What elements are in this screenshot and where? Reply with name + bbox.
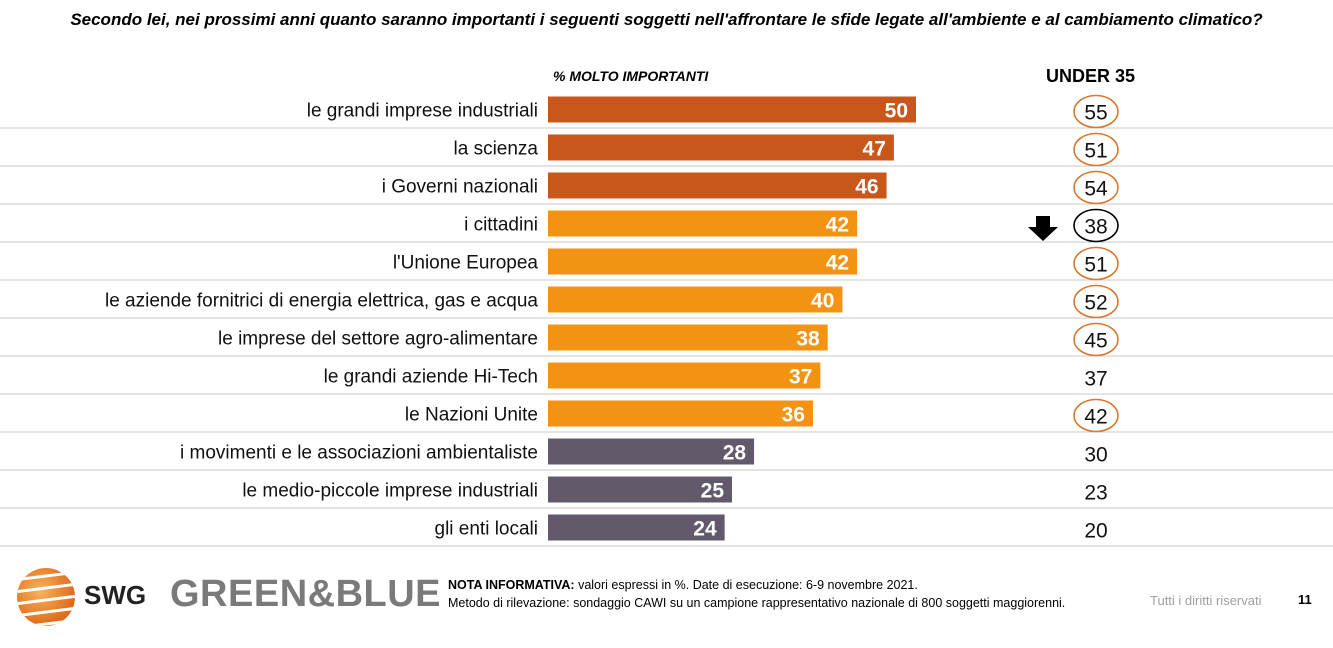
column-header: % MOLTO IMPORTANTI [553, 68, 709, 84]
bar-value-label: 42 [826, 252, 849, 275]
bar-value-label: 37 [789, 366, 812, 389]
bar [548, 210, 858, 237]
under35-value: 52 [1084, 292, 1107, 315]
swg-logo-text: SWG [84, 580, 147, 610]
under35-value: 51 [1084, 254, 1107, 277]
bar-value-label: 46 [855, 176, 878, 199]
bar-value-label: 38 [796, 328, 820, 351]
category-label: i cittadini [464, 215, 538, 236]
under35-circle [1073, 322, 1119, 357]
footer-note: NOTA INFORMATIVA: valori espressi in %. … [448, 576, 1065, 612]
bar-value-label: 28 [723, 442, 747, 465]
category-label: le medio-piccole imprese industriali [242, 481, 538, 502]
bar [548, 134, 894, 161]
under35-value: 55 [1084, 102, 1107, 125]
question-title: Secondo lei, nei prossimi anni quanto sa… [70, 10, 1263, 29]
bar [548, 514, 725, 541]
bar [548, 476, 732, 503]
bar-value-label: 40 [811, 290, 834, 313]
under35-circle [1073, 94, 1119, 129]
under35-value: 38 [1084, 216, 1107, 239]
under35-value: 30 [1084, 444, 1107, 467]
bar [548, 96, 916, 123]
swg-logo-icon [14, 566, 78, 633]
method-text: Metodo di rilevazione: sondaggio CAWI su… [448, 596, 1066, 610]
bar-value-label: 25 [701, 480, 725, 503]
category-label: l'Unione Europea [393, 253, 539, 274]
category-label: i Governi nazionali [382, 177, 538, 198]
category-label: le Nazioni Unite [405, 405, 538, 426]
bar [548, 400, 813, 427]
bar-chart: le grandi imprese industriali 50 55 la scie… [0, 94, 1333, 547]
bar-value-label: 24 [693, 518, 717, 541]
category-label: le grandi imprese industriali [307, 101, 538, 122]
bar-value-label: 36 [782, 404, 805, 427]
note-label: NOTA INFORMATIVA: [448, 578, 575, 592]
bar-value-label: 50 [885, 100, 908, 123]
bar [548, 248, 858, 275]
bar [548, 324, 828, 351]
down-arrow-icon [1027, 216, 1059, 247]
bar-value-label: 47 [863, 138, 886, 161]
under35-circle [1073, 398, 1119, 433]
category-label: gli enti locali [435, 519, 539, 540]
category-label: i movimenti e le associazioni ambientali… [180, 443, 538, 464]
under35-circle [1073, 132, 1119, 167]
under35-value: 37 [1084, 368, 1107, 391]
under35-circle [1073, 246, 1119, 281]
under35-header: UNDER 35 [1046, 66, 1136, 86]
category-label: le grandi aziende Hi-Tech [324, 367, 538, 388]
bar-value-label: 42 [826, 214, 849, 237]
under35-circle [1073, 208, 1119, 243]
bar [548, 438, 755, 465]
bar [548, 172, 887, 199]
bar [548, 286, 843, 313]
category-label: la scienza [454, 139, 539, 160]
under35-value: 23 [1084, 482, 1107, 505]
under35-value: 45 [1084, 330, 1107, 353]
note-text: valori espressi in %. Date di esecuzione… [574, 578, 918, 592]
page-number: 11 [1298, 592, 1312, 607]
under35-value: 20 [1084, 520, 1107, 543]
under35-value: 54 [1084, 178, 1108, 201]
category-label: le aziende fornitrici di energia elettri… [105, 291, 538, 312]
rights-text: Tutti i diritti riservati [1150, 593, 1262, 608]
under35-circle [1073, 170, 1119, 205]
greenblue-logo: GREEN&BLUE [170, 573, 442, 615]
under35-value: 51 [1084, 140, 1107, 163]
category-label: le imprese del settore agro-alimentare [218, 329, 538, 350]
under35-circle [1073, 284, 1119, 319]
bar [548, 362, 821, 389]
under35-value: 42 [1084, 406, 1107, 429]
